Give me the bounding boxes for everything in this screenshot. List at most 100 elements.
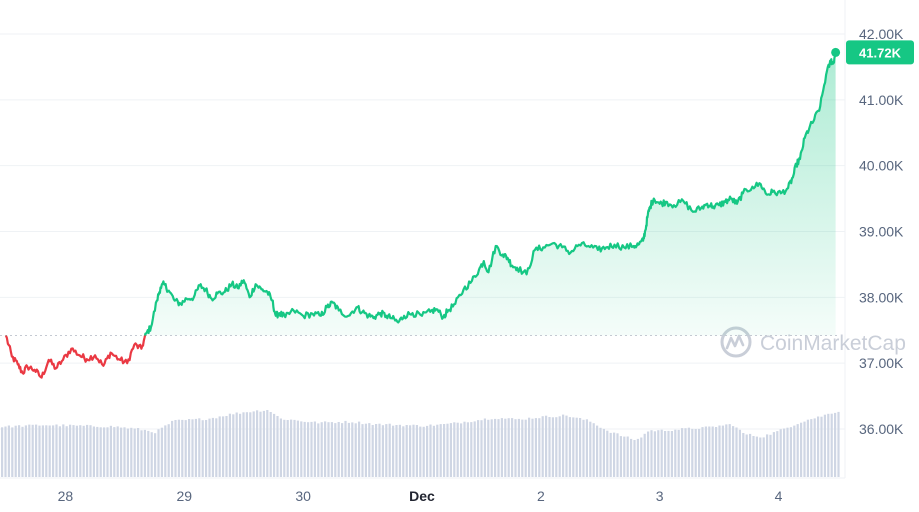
volume-bar [582, 419, 585, 477]
volume-bar [786, 427, 789, 477]
volume-bar [735, 427, 738, 477]
volume-bar [99, 427, 102, 477]
volume-bar [463, 421, 466, 477]
volume-bar [116, 426, 119, 477]
volume-bar [154, 433, 157, 477]
volume-bar [7, 425, 10, 477]
volume-bar [334, 423, 337, 477]
volume-bar [21, 426, 24, 477]
volume-bar [184, 420, 187, 477]
volume-bar [276, 416, 279, 477]
volume-bar [521, 419, 524, 477]
volume-bars [1, 410, 840, 477]
volume-bar [303, 421, 306, 477]
volume-bar [123, 427, 126, 477]
volume-bar [480, 420, 483, 477]
volume-bar [177, 419, 180, 477]
volume-bar [500, 418, 503, 477]
volume-bar [528, 417, 531, 477]
x-tick-label: 29 [176, 488, 192, 504]
volume-bar [208, 418, 211, 477]
volume-bar [35, 424, 38, 477]
volume-bar [667, 430, 670, 477]
x-tick-label: Dec [409, 488, 435, 504]
volume-bar [228, 413, 231, 477]
volume-bar [541, 416, 544, 477]
volume-bar [426, 425, 429, 477]
volume-bar [820, 416, 823, 477]
volume-bar [619, 436, 622, 477]
volume-bar [198, 418, 201, 477]
volume-bar [157, 429, 160, 477]
volume-bar [613, 432, 616, 477]
volume-bar [732, 426, 735, 477]
volume-bar [368, 423, 371, 477]
volume-bar [188, 419, 191, 477]
volume-bar [330, 422, 333, 477]
volume-bar [310, 421, 313, 477]
volume-bar [647, 431, 650, 477]
volume-bar [504, 418, 507, 477]
volume-bar [830, 413, 833, 477]
volume-bar [256, 410, 259, 477]
volume-bar [766, 434, 769, 477]
volume-bar [58, 426, 61, 477]
volume-bar [109, 425, 112, 477]
volume-bar [45, 425, 48, 477]
volume-bar [38, 425, 41, 477]
volume-bar [106, 427, 109, 477]
volume-bar [806, 419, 809, 477]
volume-bar [446, 423, 449, 477]
volume-bar [307, 422, 310, 477]
volume-bar [596, 425, 599, 477]
volume-bar [783, 428, 786, 477]
current-price-tag: 41.72K [831, 40, 914, 65]
volume-bar [698, 428, 701, 477]
volume-bar [568, 417, 571, 477]
volume-bar [385, 424, 388, 477]
volume-bar [137, 428, 140, 477]
volume-bar [96, 426, 99, 477]
volume-bar [259, 411, 262, 477]
volume-bar [633, 440, 636, 477]
volume-bar [524, 419, 527, 477]
price-line-up [5, 52, 837, 336]
volume-bar [378, 423, 381, 477]
volume-bar [517, 418, 520, 477]
volume-bar [320, 422, 323, 477]
volume-bar [181, 419, 184, 477]
volume-bar [776, 431, 779, 477]
volume-bar [589, 421, 592, 477]
volume-bar [1, 427, 4, 477]
volume-bar [140, 430, 143, 477]
current-price-label: 41.72K [859, 45, 902, 60]
volume-bar [738, 429, 741, 477]
volume-bar [742, 433, 745, 477]
y-tick-label: 38.00K [859, 289, 904, 305]
volume-bar [711, 426, 714, 477]
volume-bar [803, 421, 806, 477]
x-tick-label: 4 [775, 488, 783, 504]
volume-bar [429, 424, 432, 477]
volume-bar [24, 425, 27, 477]
current-price-badge [846, 40, 914, 65]
volume-bar [701, 427, 704, 477]
volume-bar [558, 416, 561, 477]
volume-bar [728, 424, 731, 477]
volume-bar [225, 416, 228, 477]
volume-bar [687, 427, 690, 477]
volume-bar [460, 423, 463, 477]
volume-bar [691, 428, 694, 477]
volume-bar [674, 429, 677, 477]
x-tick-label: 28 [58, 488, 74, 504]
volume-bar [381, 425, 384, 477]
volume-bar [779, 429, 782, 477]
gridlines [0, 0, 846, 478]
volume-bar [317, 423, 320, 477]
y-tick-label: 39.00K [859, 224, 904, 240]
volume-bar [813, 418, 816, 477]
x-tick-label: 2 [537, 488, 545, 504]
volume-bar [160, 427, 163, 477]
